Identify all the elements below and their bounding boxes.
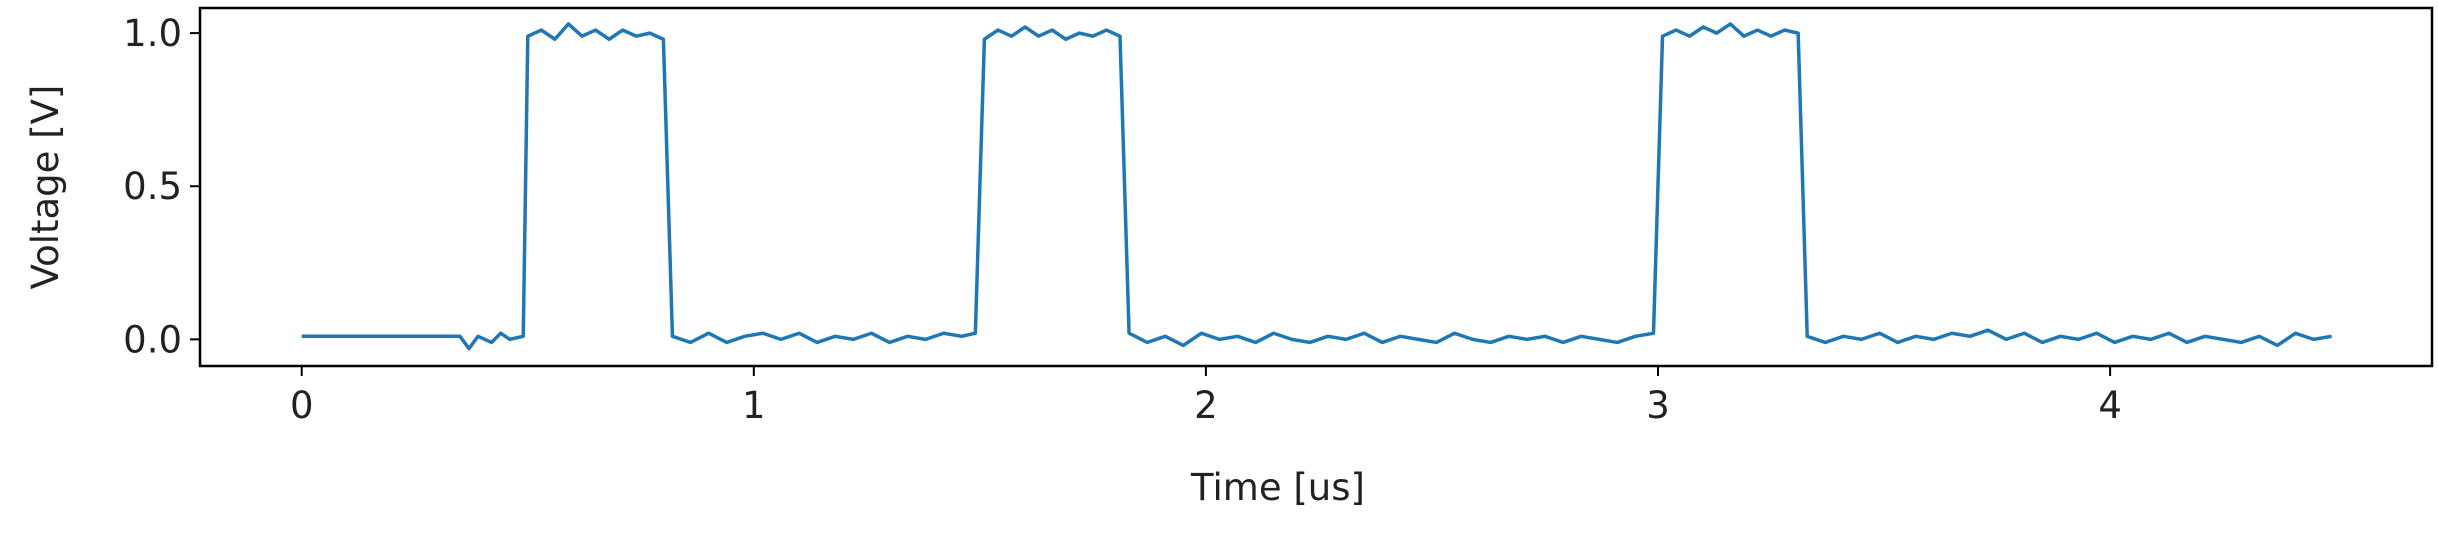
x-tick-label: 1 [742,384,766,427]
y-tick-label: 1.0 [123,12,182,55]
x-tick-label: 2 [1194,384,1218,427]
y-axis-label: Voltage [V] [24,85,67,290]
y-tick-label: 0.0 [123,318,182,361]
axes-frame [198,6,2434,368]
x-tick-label: 0 [290,384,314,427]
x-axis-label: Time [us] [1190,466,1365,509]
x-tick-label: 4 [2098,384,2122,427]
x-tick-label: 3 [1646,384,1670,427]
y-tick-label: 0.5 [123,165,182,208]
signal-line [301,22,2332,351]
